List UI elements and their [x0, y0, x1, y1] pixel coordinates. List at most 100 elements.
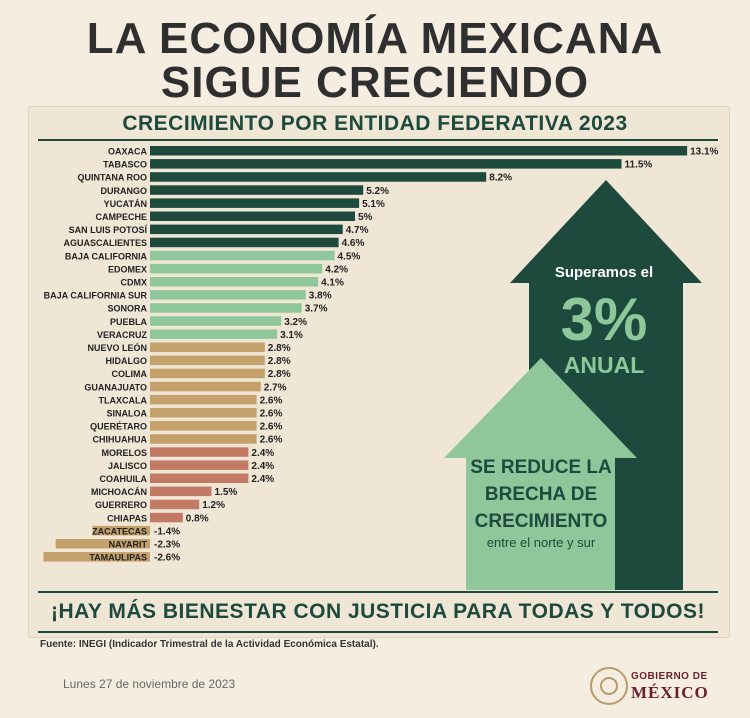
- value-label: 2.7%: [264, 382, 287, 393]
- value-label: -1.4%: [154, 526, 180, 537]
- category-label: TABASCO: [103, 160, 147, 170]
- category-label: HIDALGO: [106, 356, 148, 366]
- callout-arrows: Superamos el 3% ANUAL SE REDUCE LA BRECH…: [444, 180, 702, 590]
- category-label: CHIHUAHUA: [93, 435, 148, 445]
- value-label: 3.1%: [280, 330, 303, 341]
- chart-title-rule: [38, 139, 718, 141]
- category-label: COLIMA: [112, 369, 148, 379]
- category-label: CDMX: [121, 278, 148, 288]
- category-label: MORELOS: [101, 448, 147, 458]
- bar: [150, 342, 265, 352]
- value-label: 13.1%: [690, 147, 718, 158]
- category-label: BAJA CALIFORNIA SUR: [44, 291, 148, 301]
- value-label: -2.3%: [154, 540, 180, 551]
- bar: [150, 499, 200, 510]
- value-label: 11.5%: [625, 160, 653, 171]
- category-label: SONORA: [107, 304, 147, 314]
- category-label: NAYARIT: [109, 540, 148, 550]
- bar: [150, 198, 360, 208]
- bar: [150, 263, 323, 274]
- value-label: 5%: [358, 212, 373, 223]
- big-arrow-percent: 3%: [561, 286, 648, 353]
- bar: [150, 329, 278, 339]
- bar: [150, 368, 265, 379]
- value-label: 4.7%: [346, 225, 369, 236]
- category-label: CAMPECHE: [95, 212, 147, 222]
- value-label: 4.1%: [321, 278, 344, 289]
- bar: [150, 486, 212, 497]
- category-label: OAXACA: [108, 147, 148, 157]
- value-label: 2.8%: [268, 356, 291, 367]
- value-label: 1.2%: [202, 500, 225, 511]
- page-title-line2: SIGUE CRECIENDO: [160, 58, 590, 107]
- category-label: QUINTANA ROO: [78, 173, 148, 183]
- category-label: YUCATÁN: [104, 199, 147, 209]
- value-label: -2.6%: [154, 553, 180, 564]
- bar: [150, 316, 282, 326]
- category-label: QUERÉTARO: [90, 422, 147, 432]
- bar: [150, 381, 261, 392]
- small-arrow-line2: BRECHA DE: [485, 484, 597, 505]
- bienestar-banner: ¡HAY MÁS BIENESTAR CON JUSTICIA PARA TOD…: [38, 591, 718, 633]
- bar: [150, 460, 249, 470]
- page-title-line1: LA ECONOMÍA MEXICANA: [86, 14, 664, 63]
- chart-title: CRECIMIENTO POR ENTIDAD FEDERATIVA 2023: [122, 112, 628, 135]
- bar: [150, 394, 257, 405]
- bar: [150, 250, 335, 261]
- value-label: 2.6%: [260, 409, 283, 420]
- category-label: SAN LUIS POTOSÍ: [69, 225, 148, 235]
- value-label: 8.2%: [489, 173, 512, 184]
- bar: [150, 408, 257, 418]
- bar: [150, 277, 319, 287]
- value-label: 4.6%: [342, 238, 365, 249]
- bar: [150, 172, 487, 182]
- government-logo-line1: GOBIERNO DE: [631, 671, 708, 682]
- bar: [55, 539, 151, 549]
- category-label: BAJA CALIFORNIA: [65, 251, 148, 261]
- publication-date: Lunes 27 de noviembre de 2023: [63, 677, 236, 691]
- bar: [150, 512, 183, 523]
- category-label: COAHUILA: [100, 474, 148, 484]
- bars-group: OAXACA 13.1% TABASCO 11.5% QUINTANA ROO 8.2% D…: [43, 146, 719, 564]
- category-label: ZACATECAS: [92, 526, 147, 536]
- bar: [150, 290, 306, 300]
- value-label: 2.6%: [260, 422, 283, 433]
- bar: [150, 185, 364, 195]
- value-label: 2.6%: [260, 395, 283, 406]
- bar: [150, 237, 339, 248]
- bar: [92, 525, 150, 536]
- government-seal-icon: [590, 667, 628, 705]
- category-label: DURANGO: [101, 186, 148, 196]
- value-label: 1.5%: [215, 487, 238, 498]
- value-label: 3.8%: [309, 291, 332, 302]
- small-arrow-shape: [444, 358, 637, 590]
- category-label: JALISCO: [108, 461, 147, 471]
- value-label: 3.2%: [284, 317, 307, 328]
- big-arrow-line3: ANUAL: [564, 352, 645, 378]
- category-label: SINALOA: [107, 409, 148, 419]
- bar: [150, 224, 343, 235]
- small-arrow-line3: CRECIMIENTO: [475, 511, 608, 532]
- value-label: 0.8%: [186, 513, 209, 524]
- category-label: MICHOACÁN: [91, 487, 147, 497]
- big-arrow-line1: Superamos el: [555, 264, 653, 281]
- bar: [150, 473, 249, 483]
- category-label: NUEVO LEÓN: [87, 342, 147, 353]
- value-label: 4.2%: [325, 264, 348, 275]
- category-label: EDOMEX: [108, 264, 147, 274]
- value-label: 4.5%: [338, 251, 361, 262]
- category-label: GUANAJUATO: [84, 382, 147, 392]
- category-label: AGUASCALIENTES: [63, 238, 147, 248]
- bar: [150, 159, 622, 169]
- small-arrow-line4: entre el norte y sur: [487, 535, 596, 550]
- bar: [150, 421, 257, 431]
- bar: [150, 211, 355, 221]
- bar: [150, 146, 688, 156]
- small-arrow-line1: SE REDUCE LA: [470, 457, 612, 478]
- value-label: 5.1%: [362, 199, 385, 210]
- bar: [43, 552, 150, 562]
- bar: [150, 447, 249, 457]
- category-label: VERACRUZ: [97, 330, 148, 340]
- bar: [150, 303, 302, 313]
- category-label: TLAXCALA: [99, 395, 148, 405]
